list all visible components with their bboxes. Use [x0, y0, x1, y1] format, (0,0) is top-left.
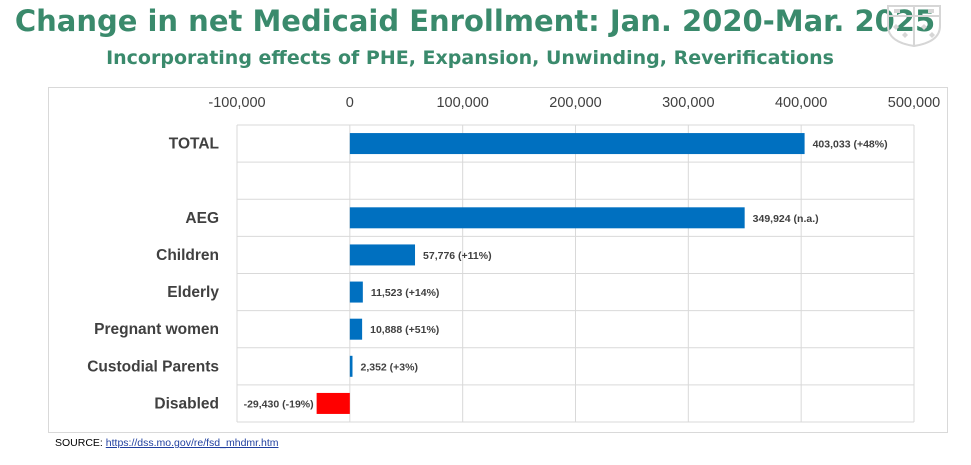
x-tick-label: 300,000 — [662, 95, 714, 111]
x-tick-label: 500,000 — [888, 95, 940, 111]
data-label: 349,924 (n.a.) — [753, 213, 819, 225]
bar — [349, 355, 353, 377]
category-label: Disabled — [154, 395, 219, 412]
x-tick-label: 100,000 — [436, 95, 488, 111]
x-tick-label: 0 — [346, 95, 354, 111]
category-label: Custodial Parents — [87, 358, 219, 375]
source-link[interactable]: https://dss.mo.gov/re/fsd_mhdmr.htm — [105, 437, 279, 449]
bar — [349, 281, 363, 303]
chart-frame: -100,000 0 100,000 200,000 300,000 400,000 500… — [48, 87, 948, 433]
category-label: Elderly — [167, 284, 219, 301]
x-tick-label: -100,000 — [208, 95, 265, 111]
source-note: SOURCE: https://dss.mo.gov/re/fsd_mhdmr.… — [55, 437, 279, 449]
bar — [349, 133, 805, 155]
bar — [349, 207, 745, 229]
category-label: TOTAL — [169, 136, 219, 153]
category-label: Children — [156, 247, 219, 264]
bar — [316, 392, 350, 414]
category-label: AEG — [185, 210, 219, 227]
bar — [349, 318, 363, 340]
data-label: 11,523 (+14%) — [371, 287, 440, 299]
bar — [349, 244, 416, 266]
chart-subtitle: Incorporating effects of PHE, Expansion,… — [106, 47, 834, 69]
seal-logo-icon — [887, 5, 941, 48]
data-label: 403,033 (+48%) — [813, 139, 888, 151]
x-tick-label: 200,000 — [549, 95, 601, 111]
data-label: 57,776 (+11%) — [423, 250, 492, 262]
x-tick-label: 400,000 — [775, 95, 827, 111]
source-label: SOURCE: — [55, 437, 103, 449]
bar-chart: -100,000 0 100,000 200,000 300,000 400,000 500… — [87, 95, 940, 423]
data-label: 2,352 (+3%) — [360, 361, 418, 373]
data-label: -29,430 (-19%) — [244, 398, 314, 410]
chart-title: Change in net Medicaid Enrollment: Jan. … — [14, 4, 936, 38]
data-label: 10,888 (+51%) — [370, 324, 439, 336]
category-label: Pregnant women — [94, 321, 219, 338]
